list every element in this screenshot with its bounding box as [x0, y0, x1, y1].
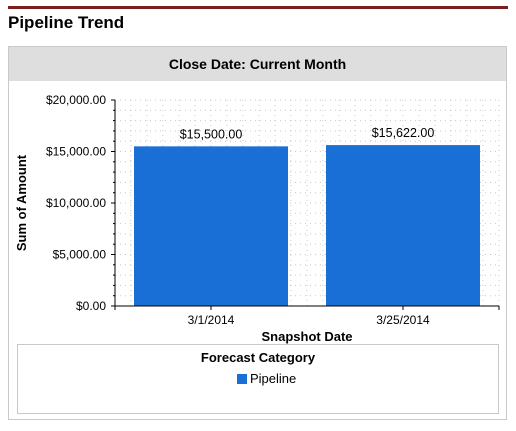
y-tick-label-2: $5,000.00	[53, 248, 107, 262]
y-tick-label-5: $20,000.00	[46, 93, 106, 107]
legend-title: Forecast Category	[200, 350, 316, 365]
y-tick-label-1: $0.00	[76, 299, 106, 313]
chart-title: Close Date: Current Month	[168, 56, 347, 72]
chart-panel: Close Date: Current Month $15,500.00 3/1/…	[8, 46, 507, 420]
bar-layer	[134, 145, 480, 306]
x-tick-label-2: 3/25/2014	[376, 313, 430, 327]
data-label-2: $15,622.00	[372, 126, 435, 140]
chart-header: Close Date: Current Month	[9, 47, 506, 81]
title-rule	[8, 6, 508, 9]
data-label-1: $15,500.00	[180, 127, 243, 141]
page-title: Pipeline Trend	[8, 13, 125, 32]
y-axis-title: Sum of Amount	[14, 154, 29, 251]
bar-1	[134, 146, 288, 306]
bar-2	[326, 145, 480, 306]
legend-entry-pipeline[interactable]: Pipeline	[237, 371, 296, 386]
label-layer: $15,500.00 3/1/2014 $15,622.00 3/25/2014 $0.…	[14, 93, 434, 344]
bar-chart: $15,500.00 3/1/2014 $15,622.00 3/25/2014 $0.…	[14, 93, 500, 344]
axis-layer	[111, 99, 500, 310]
y-tick-label-3: $10,000.00	[46, 196, 106, 210]
legend: Forecast Category Pipeline	[17, 344, 499, 414]
legend-label: Pipeline	[250, 371, 297, 386]
x-tick-label-1: 3/1/2014	[188, 313, 235, 327]
legend-swatch	[237, 373, 247, 384]
x-axis-title: Snapshot Date	[261, 329, 352, 344]
y-tick-label-4: $15,000.00	[46, 145, 106, 159]
